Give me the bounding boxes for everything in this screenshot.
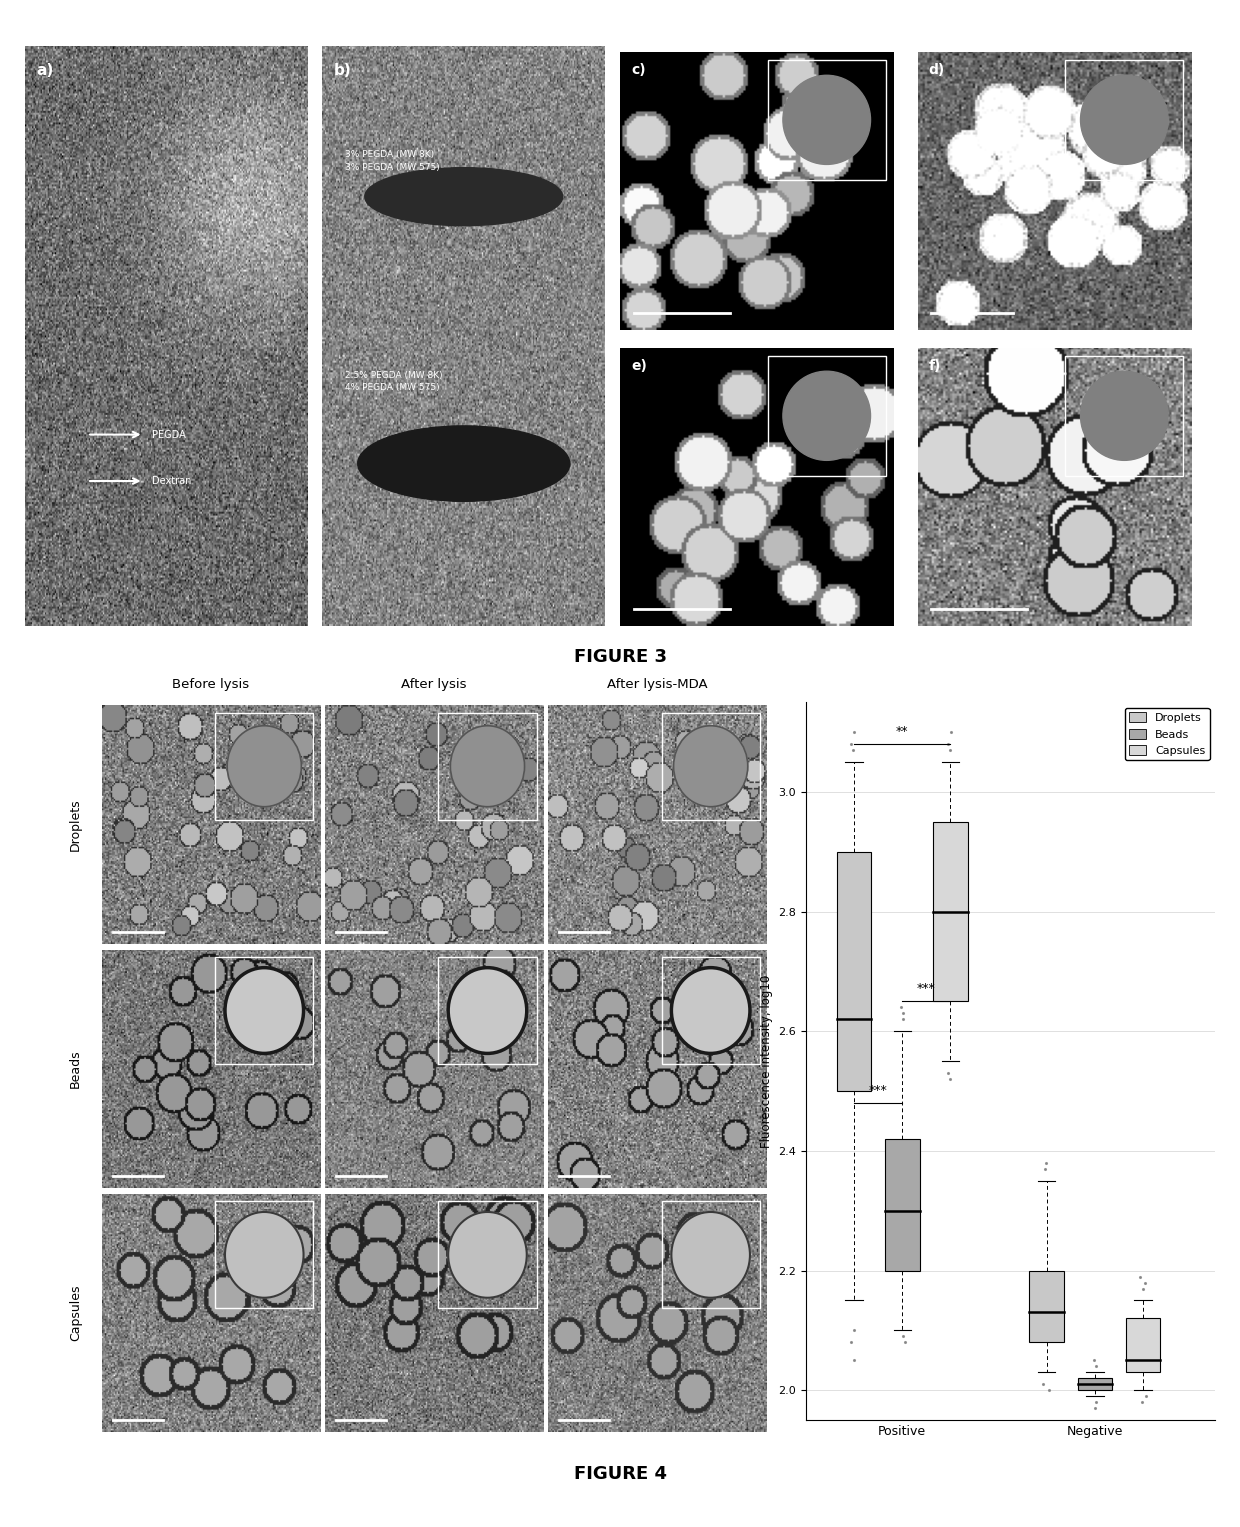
Text: c): c) <box>631 63 646 76</box>
FancyBboxPatch shape <box>932 822 967 1002</box>
Text: d): d) <box>929 63 945 76</box>
Circle shape <box>1080 371 1168 460</box>
FancyBboxPatch shape <box>837 852 872 1092</box>
Text: Beads: Beads <box>69 1049 82 1089</box>
FancyBboxPatch shape <box>1029 1270 1064 1342</box>
Circle shape <box>673 725 748 806</box>
Text: FIGURE 3: FIGURE 3 <box>573 647 667 666</box>
Circle shape <box>450 725 525 806</box>
Circle shape <box>671 1212 750 1298</box>
FancyBboxPatch shape <box>1078 1379 1112 1390</box>
Ellipse shape <box>365 168 563 226</box>
Text: FIGURE 4: FIGURE 4 <box>573 1464 667 1483</box>
Text: Dextran: Dextran <box>153 476 191 486</box>
Text: Before lysis: Before lysis <box>172 678 249 690</box>
Text: Capsules: Capsules <box>69 1284 82 1342</box>
Text: After lysis-MDA: After lysis-MDA <box>606 678 708 690</box>
Circle shape <box>448 1212 527 1298</box>
Text: PEGDA: PEGDA <box>153 429 186 440</box>
Circle shape <box>671 968 750 1054</box>
Text: e): e) <box>631 359 647 373</box>
Text: ***: *** <box>916 982 936 996</box>
Text: a): a) <box>36 63 53 78</box>
Circle shape <box>782 371 870 460</box>
Circle shape <box>1080 75 1168 165</box>
Text: b): b) <box>334 63 351 78</box>
Circle shape <box>448 968 527 1054</box>
Text: 3% PEGDA (MW 8K)
3% PEGDA (MW 575): 3% PEGDA (MW 8K) 3% PEGDA (MW 575) <box>345 150 440 171</box>
Text: ***: *** <box>869 1084 888 1098</box>
Circle shape <box>227 725 301 806</box>
Y-axis label: Fluorescence intensity, log10: Fluorescence intensity, log10 <box>760 974 773 1148</box>
Text: **: ** <box>897 725 909 739</box>
Text: After lysis: After lysis <box>402 678 466 690</box>
Text: Droplets: Droplets <box>69 799 82 851</box>
Circle shape <box>224 968 304 1054</box>
Circle shape <box>224 1212 304 1298</box>
Ellipse shape <box>358 426 569 501</box>
FancyBboxPatch shape <box>1126 1318 1161 1373</box>
Text: 2.5% PEGDA (MW 8K)
4% PEGDA (MW 575): 2.5% PEGDA (MW 8K) 4% PEGDA (MW 575) <box>345 371 443 392</box>
Legend: Droplets, Beads, Capsules: Droplets, Beads, Capsules <box>1125 709 1210 760</box>
Circle shape <box>782 75 870 165</box>
Text: f): f) <box>929 359 941 373</box>
FancyBboxPatch shape <box>885 1139 920 1270</box>
